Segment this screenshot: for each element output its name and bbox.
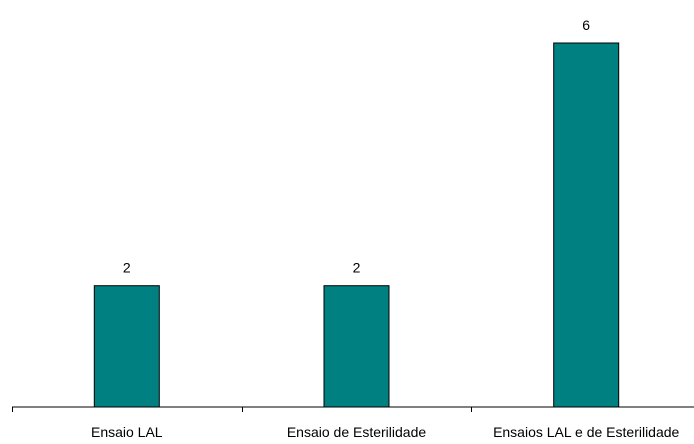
data-labels-layer: 2 2 6 — [123, 17, 590, 276]
x-tick-label: Ensaio LAL — [91, 424, 163, 439]
data-label: 2 — [353, 260, 361, 276]
bar — [93, 285, 160, 408]
x-axis: Ensaio LAL Ensaio de Esterilidade Ensaios … — [12, 406, 694, 440]
x-tick-label: Ensaio de Esterilidade — [287, 424, 427, 439]
bar — [553, 42, 620, 408]
x-tick-label: Ensaios LAL e de Esterilidade — [493, 424, 679, 439]
data-label: 2 — [123, 260, 131, 276]
bar — [323, 285, 390, 408]
bars-layer — [93, 42, 620, 408]
data-label: 6 — [582, 17, 590, 33]
